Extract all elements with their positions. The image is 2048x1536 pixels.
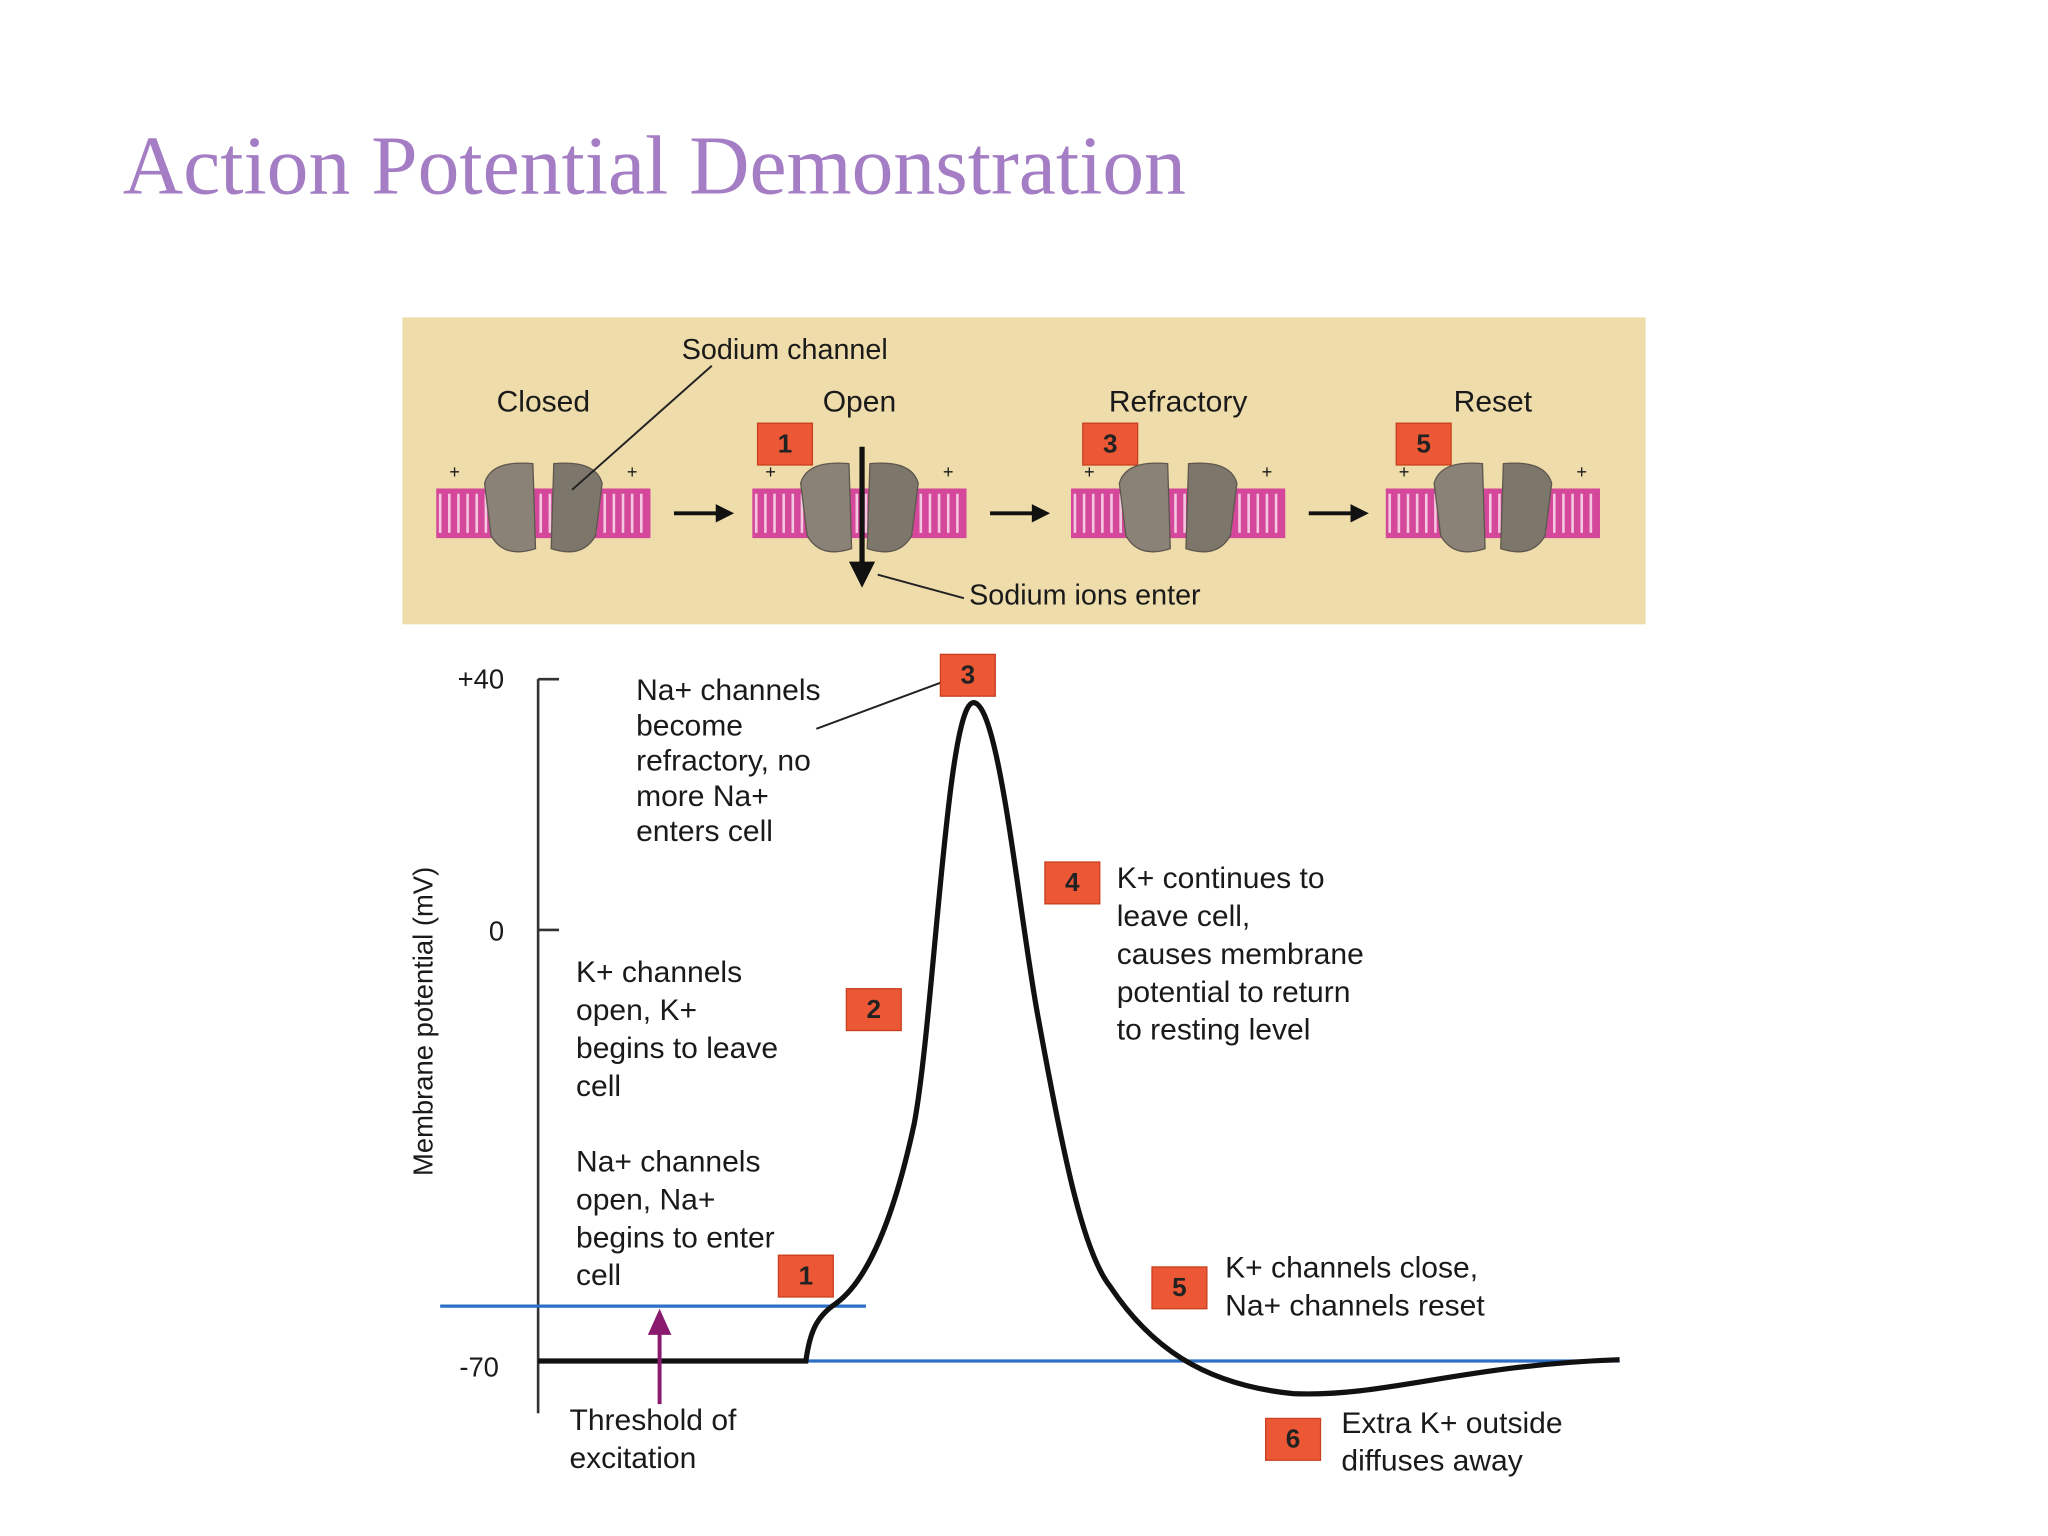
pointer-line — [815, 680, 944, 730]
badge-number: 6 — [1286, 1424, 1301, 1454]
badge — [1044, 861, 1101, 905]
charge: + — [449, 461, 460, 482]
badge — [1082, 422, 1139, 466]
y-axis-label: Membrane potential (mV) — [407, 867, 438, 1176]
stage-label: Closed — [497, 385, 590, 418]
channel-protein — [1433, 462, 1486, 553]
charge: + — [1084, 461, 1095, 482]
badge-number: 4 — [1065, 867, 1080, 897]
annotation-line: K+ channels close, — [1225, 1251, 1478, 1284]
badge-number: 5 — [1416, 428, 1431, 458]
annotation-line: potential to return — [1117, 976, 1351, 1009]
stage-arrowhead — [1350, 504, 1369, 523]
charge: + — [1399, 461, 1410, 482]
stage-arrowhead — [715, 504, 735, 523]
threshold-label: excitation — [569, 1442, 696, 1475]
badge — [1264, 1417, 1322, 1461]
potential-curve — [538, 700, 1620, 1397]
annotation-line: begins to leave — [576, 1032, 778, 1065]
charge: + — [627, 461, 638, 482]
charge: + — [1262, 461, 1273, 482]
channel-protein — [799, 462, 853, 553]
y-tick-label: -70 — [459, 1352, 499, 1383]
annotation-line: Na+ channels reset — [1225, 1289, 1485, 1322]
badge-number: 3 — [1103, 428, 1118, 458]
annotation-line: cell — [576, 1070, 621, 1103]
badge — [1151, 1266, 1208, 1310]
ions-label: Sodium ions enter — [969, 580, 1201, 612]
channel-protein — [866, 462, 919, 553]
stage-arrowhead — [1031, 504, 1051, 523]
charge: + — [765, 461, 776, 482]
annotation-line: open, K+ — [576, 994, 697, 1027]
badge-number: 1 — [778, 428, 793, 458]
annotation-line: enters cell — [636, 815, 773, 848]
annotation-line: to resting level — [1117, 1014, 1311, 1047]
annotation-line: Extra K+ outside — [1341, 1407, 1562, 1440]
stage-label: Refractory — [1109, 385, 1248, 418]
stage-label: Reset — [1454, 385, 1533, 418]
pointer-line — [877, 573, 965, 600]
badge — [939, 653, 996, 697]
badge-number: 1 — [799, 1260, 814, 1290]
channel-protein — [1118, 462, 1171, 553]
annotation-line: open, Na+ — [576, 1183, 715, 1216]
annotation-line: begins to enter — [576, 1221, 775, 1254]
annotation-line: Na+ channels — [576, 1146, 760, 1179]
channel-protein — [483, 462, 537, 553]
badge — [845, 988, 902, 1032]
channel-protein — [1500, 462, 1553, 553]
channel-protein — [550, 462, 603, 553]
charge: + — [943, 461, 954, 482]
slide-title: Action Potential Demonstration — [123, 120, 1186, 212]
badge-number: 2 — [867, 994, 882, 1024]
annotation-line: become — [636, 709, 743, 742]
y-tick-label: 0 — [489, 915, 504, 946]
channel-panel — [402, 317, 1646, 625]
annotation-line: cell — [576, 1259, 621, 1292]
badge — [1395, 422, 1452, 466]
pointer-line — [571, 364, 713, 491]
channel-label: Sodium channel — [682, 334, 888, 366]
threshold-label: Threshold of — [569, 1404, 737, 1437]
badge-number: 3 — [961, 659, 976, 689]
annotation-line: Na+ channels — [636, 674, 820, 707]
stage-label: Open — [823, 385, 896, 418]
charge: + — [1576, 461, 1587, 482]
badge — [777, 1254, 834, 1298]
annotation-line: K+ channels — [576, 956, 742, 989]
annotation-line: causes membrane — [1117, 938, 1364, 971]
threshold-arrowhead — [647, 1308, 672, 1335]
y-tick-label: +40 — [458, 663, 505, 694]
annotation-line: refractory, no — [636, 745, 811, 778]
ion-arrowhead — [848, 561, 876, 588]
channel-protein — [1185, 462, 1238, 553]
annotation-line: diffuses away — [1341, 1445, 1522, 1478]
badge-number: 5 — [1172, 1272, 1187, 1302]
annotation-line: K+ continues to — [1117, 862, 1325, 895]
annotation-line: more Na+ — [636, 780, 769, 813]
annotation-line: leave cell, — [1117, 900, 1251, 933]
badge — [756, 422, 814, 466]
